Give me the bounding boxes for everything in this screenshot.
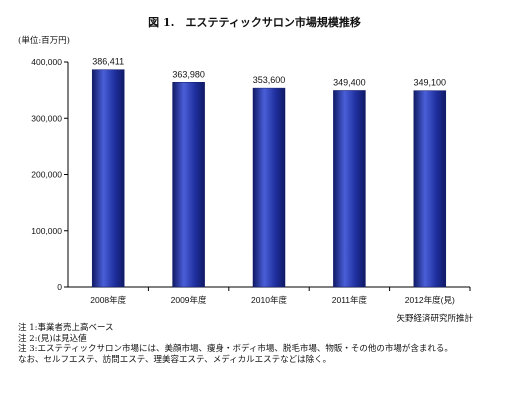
x-tick-label: 2009年度 <box>171 295 207 305</box>
data-label: 363,980 <box>172 69 205 79</box>
x-tick-label: 2010年度 <box>251 295 287 305</box>
footnote-2: 注 2:(見)は見込値 <box>18 333 87 344</box>
footnote-4: なお、セルフエステ、訪問エステ、理美容エステ、メディカルエステなどは除く。 <box>18 354 332 365</box>
footnotes: 注 1:事業者売上高ベース 注 2:(見)は見込値 注 3:エステティックサロン… <box>18 323 453 365</box>
data-label: 386,411 <box>92 57 124 67</box>
y-tick-label: 0 <box>57 282 62 292</box>
x-axis: 2008年度 2009年度 2010年度 2011年度 2012年度(見) <box>68 286 471 305</box>
y-tick-label: 300,000 <box>31 113 62 123</box>
data-label: 349,400 <box>333 77 366 87</box>
bar <box>333 90 366 288</box>
data-label: 353,600 <box>253 75 286 85</box>
bar <box>413 90 447 288</box>
data-label: 349,100 <box>414 78 447 88</box>
y-axis: 0 100,000 200,000 300,000 400,000 <box>31 57 69 292</box>
bar <box>252 87 286 288</box>
unit-label: (単位:百万円) <box>18 36 70 46</box>
y-tick-label: 400,000 <box>31 57 62 67</box>
footnote-3: 注 3:エステティックサロン市場には、美顔市場、痩身・ボディ市場、脱毛市場、物販… <box>18 344 453 354</box>
y-tick-label: 100,000 <box>31 226 62 236</box>
bar <box>91 69 125 288</box>
y-tick-label: 200,000 <box>31 170 62 180</box>
bar <box>172 82 205 288</box>
x-tick-label: 2008年度 <box>90 295 126 305</box>
source-credit: 矢野経済研究所推計 <box>396 314 473 324</box>
chart-title: 図 1. エステティックサロン市場規模推移 <box>148 16 361 29</box>
x-tick-label: 2012年度(見) <box>405 295 455 305</box>
x-tick-label: 2011年度 <box>332 295 368 305</box>
footnote-1: 注 1:事業者売上高ベース <box>18 323 114 333</box>
bars: 386,411 363,980 353,600 349,400 349,100 <box>91 57 447 288</box>
